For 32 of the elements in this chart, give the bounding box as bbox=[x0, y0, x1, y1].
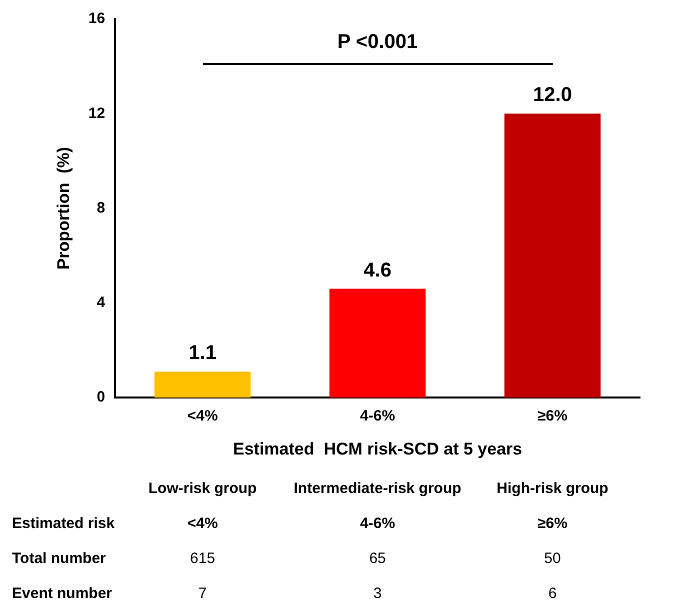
text: Estimated risk bbox=[12, 515, 115, 532]
x-tick-label: ≥6% bbox=[538, 408, 568, 425]
x-tick-label: <4% bbox=[187, 408, 218, 425]
text: Low-risk group bbox=[148, 480, 257, 497]
text: 615 bbox=[190, 550, 216, 567]
y-tick-label: 8 bbox=[96, 199, 106, 216]
text: 65 bbox=[369, 550, 386, 567]
x-tick-label: 4-6% bbox=[360, 408, 396, 425]
text: Total number bbox=[12, 550, 106, 567]
text: 50 bbox=[544, 550, 561, 567]
y-tick-label: 16 bbox=[88, 10, 106, 28]
text: Intermediate-risk group bbox=[294, 480, 462, 497]
y-tick-label: 0 bbox=[96, 388, 106, 406]
text: Event number bbox=[12, 585, 112, 602]
bar bbox=[504, 114, 601, 398]
data-label: 4.6 bbox=[364, 259, 392, 282]
y-tick-label: 4 bbox=[96, 294, 106, 312]
text: 3 bbox=[373, 585, 382, 602]
text: 6 bbox=[548, 585, 557, 602]
text: ≥6% bbox=[538, 515, 568, 532]
annotation: P <0.001 bbox=[337, 31, 418, 54]
data-label: 12.0 bbox=[533, 84, 572, 106]
y-tick-label: 12 bbox=[88, 104, 106, 122]
x-axis-title: Estimated HCM risk-SCD at 5 years bbox=[232, 439, 522, 458]
bar bbox=[329, 288, 426, 398]
text: 4-6% bbox=[360, 515, 396, 532]
y-axis-title: Proportion (%) bbox=[54, 146, 73, 270]
bar bbox=[154, 372, 251, 398]
data-label: 1.1 bbox=[188, 342, 216, 364]
text: 7 bbox=[198, 585, 207, 602]
text: High-risk group bbox=[496, 480, 608, 497]
text: <4% bbox=[187, 515, 218, 532]
